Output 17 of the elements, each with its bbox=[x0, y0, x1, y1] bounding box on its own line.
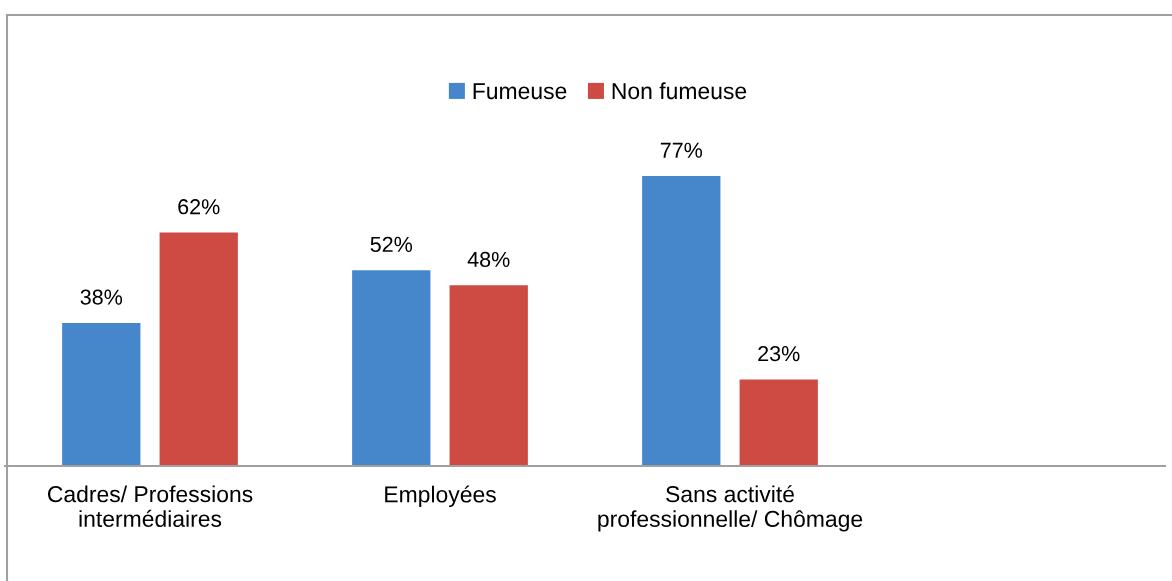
data-label: 48% bbox=[467, 251, 510, 268]
bar bbox=[739, 379, 818, 466]
data-label: 38% bbox=[80, 289, 123, 305]
bar bbox=[62, 322, 141, 466]
bar bbox=[449, 285, 528, 466]
x-tick-label: Sans activité professionnelle/ Chômage bbox=[598, 485, 863, 532]
x-tick-label: Cadres/ Professions intermédiaires bbox=[48, 485, 253, 527]
data-label: 23% bbox=[758, 345, 800, 362]
bar bbox=[352, 270, 431, 466]
data-label: 62% bbox=[178, 199, 220, 215]
bar bbox=[159, 232, 238, 466]
data-label: 77% bbox=[660, 142, 703, 158]
data-label: 52% bbox=[370, 236, 413, 253]
bar bbox=[642, 176, 721, 466]
legend-label: Non fumeuse bbox=[612, 82, 747, 100]
x-tick-label: Employées bbox=[385, 485, 496, 508]
legend-label: Fumeuse bbox=[473, 83, 567, 100]
